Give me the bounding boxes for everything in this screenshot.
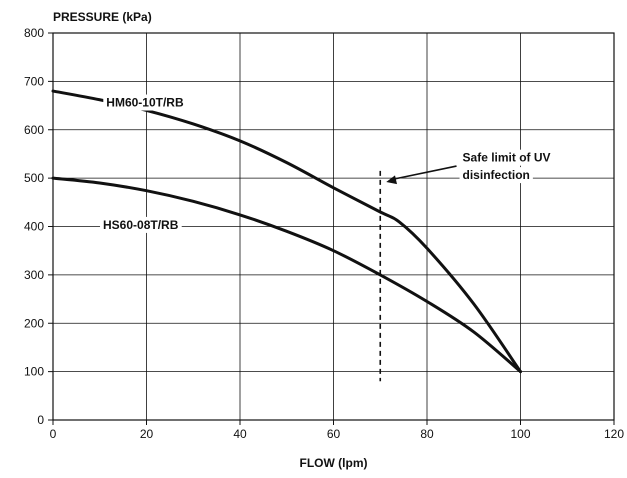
- y-axis-title: PRESSURE (kPa): [53, 10, 152, 24]
- annotation-background: [459, 167, 533, 184]
- x-tick-label: 120: [604, 427, 624, 441]
- annotation-text-line-1: Safe limit of UV: [463, 151, 551, 165]
- annotation-arrow-shaft: [394, 165, 457, 180]
- label-background: [100, 216, 182, 233]
- x-tick-label: 40: [233, 427, 247, 441]
- y-tick-label: 500: [24, 171, 44, 185]
- y-tick-label: 400: [24, 220, 44, 234]
- series-label-hs60: HS60-08T/RB: [103, 218, 179, 232]
- y-tick-label: 0: [37, 413, 44, 427]
- series-line-1: [51, 176, 522, 374]
- annotation-background: [459, 149, 554, 166]
- label-background: [103, 94, 187, 111]
- y-tick-label: 200: [24, 316, 44, 330]
- annotation-text-line-2: disinfection: [463, 168, 530, 182]
- annotation-layer: [379, 165, 457, 382]
- x-tick-label: 80: [420, 427, 434, 441]
- x-axis-title: FLOW (lpm): [300, 456, 368, 470]
- axis-ticks: 0 20 40 60 80 100 120 0 100 200 300 400 500 600 700 800: [24, 26, 624, 441]
- series-label-hm60: HM60-10T/RB: [106, 96, 184, 110]
- x-tick-label: 60: [327, 427, 341, 441]
- x-tick-label: 100: [510, 427, 530, 441]
- y-tick-label: 800: [24, 26, 44, 40]
- annotation-arrow-head: [386, 175, 397, 185]
- y-tick-label: 700: [24, 74, 44, 88]
- x-tick-label: 0: [50, 427, 57, 441]
- y-tick-label: 600: [24, 123, 44, 137]
- y-tick-label: 300: [24, 268, 44, 282]
- y-tick-label: 100: [24, 365, 44, 379]
- x-tick-label: 20: [140, 427, 154, 441]
